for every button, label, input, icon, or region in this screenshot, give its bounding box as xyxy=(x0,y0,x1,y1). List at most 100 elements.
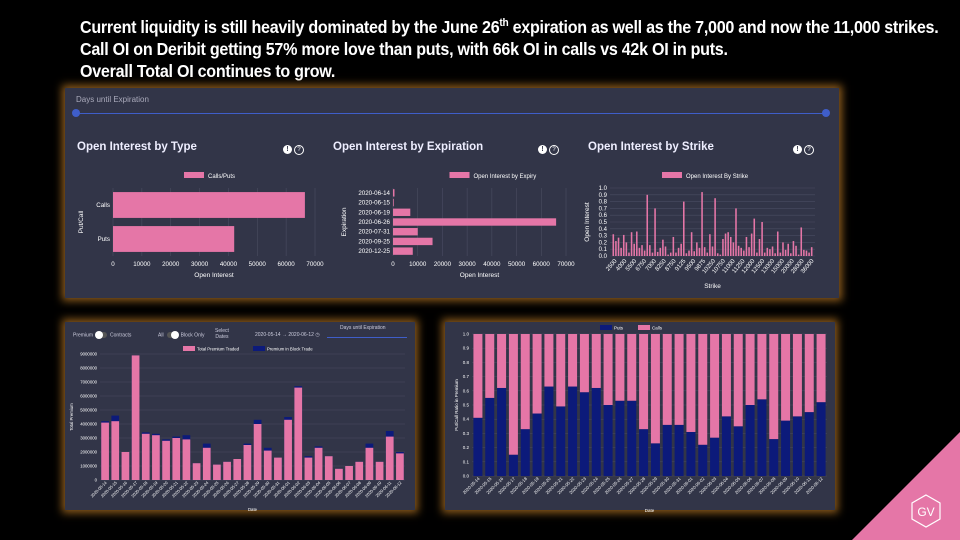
y-tick-label: 0.0 xyxy=(463,474,470,479)
bar-total-premium xyxy=(141,433,150,480)
headline-line-1: Current liquidity is still heavily domin… xyxy=(80,16,939,37)
y-axis-label: Put/Call xyxy=(78,210,85,233)
bar-calls xyxy=(603,334,613,405)
bar-calls xyxy=(568,334,578,387)
bar xyxy=(113,226,235,252)
bar xyxy=(683,201,685,256)
bar-puts xyxy=(579,392,589,476)
bar xyxy=(714,198,716,256)
y-tick-label: 0.4 xyxy=(463,417,470,422)
y-tick-label: 0.6 xyxy=(463,388,470,393)
bar xyxy=(693,251,696,256)
legend-swatch xyxy=(449,172,470,178)
chart-oi-by-type: Calls/Puts 0 10000 20000 30000 40000 50000 6000… xyxy=(78,172,324,279)
bar xyxy=(792,241,795,256)
bar xyxy=(393,198,394,207)
info-icon[interactable]: ! xyxy=(793,145,802,154)
y-tick-label: 0.7 xyxy=(599,206,608,212)
y-tick-label: 6000000 xyxy=(80,394,97,399)
toggle-switch[interactable] xyxy=(166,331,179,339)
x-tick-label: 10000 xyxy=(409,261,427,268)
bar-puts xyxy=(532,413,542,476)
legend-label: Calls/Puts xyxy=(208,174,235,180)
bar-total-premium xyxy=(274,457,282,480)
bar-total-premium xyxy=(396,453,404,480)
bar-calls xyxy=(781,334,791,421)
bar-total-premium xyxy=(324,456,333,480)
chart-put-call-ratio: Puts Calls 0.0 0.1 0.2 0.3 0.4 0.5 0.6 0.7 0.8 0.9 1… xyxy=(454,325,827,513)
bar xyxy=(808,252,810,256)
y-tick-label: 5000000 xyxy=(80,408,97,413)
bar-puts xyxy=(497,387,507,476)
bar-puts xyxy=(520,429,530,476)
question-icon[interactable]: ? xyxy=(294,145,304,155)
bar-calls xyxy=(757,334,767,400)
slider-handle-max[interactable] xyxy=(822,109,830,117)
days-until-expiration-label: Days until Expiration xyxy=(76,95,149,104)
legend-swatch xyxy=(600,325,612,330)
bar xyxy=(774,253,776,256)
bar-calls xyxy=(650,334,660,444)
bar xyxy=(724,233,727,256)
bar xyxy=(662,239,664,256)
bar-calls xyxy=(591,334,601,388)
bar xyxy=(633,243,635,256)
y-tick-label: 2020-06-14 xyxy=(358,190,390,197)
bar xyxy=(646,194,649,256)
premium-contracts-toggle[interactable]: Premium Contracts xyxy=(73,331,132,339)
question-icon[interactable]: ? xyxy=(804,145,814,155)
bar xyxy=(622,234,625,256)
bar xyxy=(797,254,800,256)
x-tick-label: 50000 xyxy=(508,261,526,268)
bar xyxy=(790,253,792,256)
bar-total-premium xyxy=(182,439,191,480)
bar-total-premium xyxy=(253,424,262,480)
bar xyxy=(740,247,742,256)
x-tick-label: 10000 xyxy=(133,261,151,268)
days-until-expiration-label: Days until Expiration xyxy=(340,325,386,331)
bar xyxy=(766,247,769,256)
slider-handle-min[interactable] xyxy=(72,109,80,117)
legend-label: Open Interest by Expiry xyxy=(474,174,537,180)
bar-total-premium xyxy=(385,436,394,480)
y-tick-label: 2020-07-31 xyxy=(358,229,390,236)
y-tick-label: 1.0 xyxy=(463,332,470,337)
bar xyxy=(656,251,659,256)
bar-calls xyxy=(485,334,495,398)
bar xyxy=(617,237,620,256)
days-slider[interactable] xyxy=(327,337,407,338)
bar-puts xyxy=(508,454,518,476)
chart-oi-by-strike: Open Interest By Strike0.00.10.20.30.40.… xyxy=(584,172,816,290)
bar-calls xyxy=(556,334,566,407)
bar-puts xyxy=(650,443,660,476)
days-until-expiration-slider[interactable] xyxy=(76,113,826,114)
toggle-switch[interactable] xyxy=(95,331,108,339)
y-tick-label: 0.2 xyxy=(599,240,608,246)
bar xyxy=(769,249,771,256)
bar-calls xyxy=(721,334,731,417)
info-icon[interactable]: ! xyxy=(283,145,292,154)
bar xyxy=(690,232,693,256)
bar xyxy=(669,252,672,256)
question-icon[interactable]: ? xyxy=(549,145,559,155)
bar-puts xyxy=(568,386,578,476)
bar xyxy=(758,239,761,256)
all-block-toggle[interactable]: All Block Only xyxy=(158,331,205,339)
y-tick-label: 0.5 xyxy=(599,220,608,226)
legend-label: Open Interest By Strike xyxy=(686,174,749,180)
bar-calls xyxy=(639,334,649,430)
bar xyxy=(706,252,709,256)
legend-swatch xyxy=(183,346,195,351)
bar-total-premium xyxy=(355,461,364,480)
bar-puts xyxy=(769,439,779,476)
date-range-picker[interactable]: 2020-05-14 → 2020-06-12 ◷ xyxy=(255,332,320,338)
bar xyxy=(743,250,745,256)
bar xyxy=(722,239,724,256)
info-icon[interactable]: ! xyxy=(538,145,547,154)
bar-total-premium xyxy=(192,463,201,480)
bar-total-premium xyxy=(304,457,313,480)
bar xyxy=(763,252,766,256)
bar xyxy=(649,245,651,256)
bar xyxy=(782,242,784,256)
bar xyxy=(393,189,395,197)
